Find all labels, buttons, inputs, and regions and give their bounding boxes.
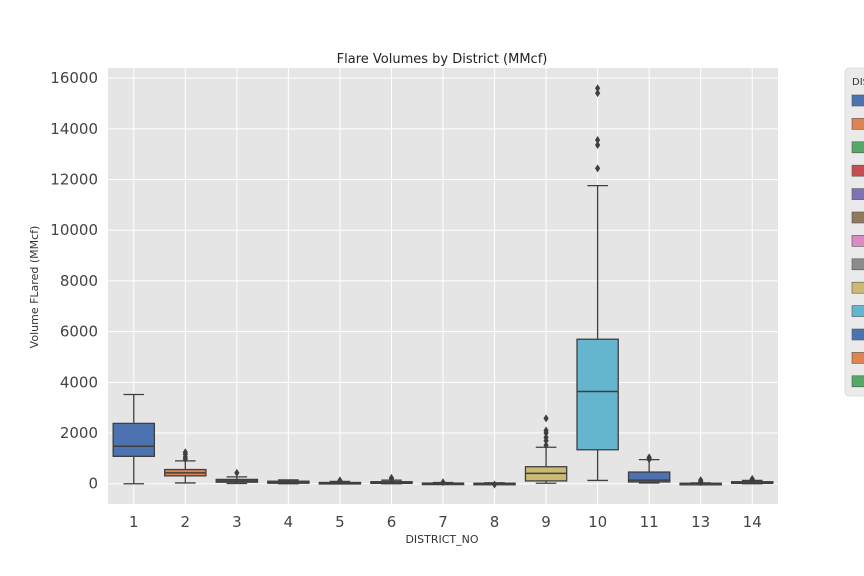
outlier-point <box>543 414 549 423</box>
box-district-11 <box>627 453 671 484</box>
y-tick-label: 12000 <box>50 171 98 189</box>
legend-swatch <box>851 141 864 154</box>
legend-box <box>844 67 864 397</box>
x-tick-label: 8 <box>490 513 500 531</box>
outlier-point <box>595 84 601 93</box>
y-tick-label: 4000 <box>60 373 98 391</box>
legend-swatch <box>851 235 864 247</box>
outlier-point <box>749 474 755 483</box>
y-tick-label: 6000 <box>60 323 98 341</box>
outlier-point <box>595 135 601 144</box>
outlier-point <box>595 164 601 173</box>
outlier-point <box>543 441 549 450</box>
y-tick-label: 10000 <box>50 221 98 239</box>
outlier-point <box>234 468 240 477</box>
outlier-point <box>595 141 601 150</box>
outlier-point <box>182 448 188 457</box>
legend-swatch <box>851 188 864 200</box>
outlier-point <box>388 473 395 482</box>
outlier-point <box>543 433 549 442</box>
y-axis-label: Volume FLared (MMcf) <box>28 226 41 349</box>
outlier-point <box>337 476 343 485</box>
box-body <box>576 338 619 451</box>
legend: DIS <box>844 67 864 397</box>
x-tick-label: 2 <box>181 513 191 531</box>
x-tick-label: 4 <box>284 513 294 531</box>
box-body <box>627 471 671 483</box>
box-district-4 <box>267 479 310 485</box>
box-district-14 <box>730 474 774 485</box>
outlier-point <box>543 426 549 435</box>
x-tick-label: 10 <box>588 513 607 531</box>
legend-swatch <box>851 375 864 388</box>
legend-swatch <box>851 281 864 294</box>
x-tick-label: 9 <box>541 513 551 531</box>
box-body <box>112 422 156 457</box>
x-tick-label: 1 <box>129 513 139 531</box>
box-district-10 <box>576 84 619 482</box>
box-district-2 <box>164 448 207 484</box>
outlier-point <box>646 453 652 462</box>
x-tick-label: 13 <box>691 513 710 531</box>
box-district-6 <box>370 473 413 485</box>
x-tick-label: 14 <box>743 513 762 531</box>
y-tick-label: 16000 <box>50 69 98 87</box>
legend-title: DIS <box>852 77 864 88</box>
legend-swatch <box>851 94 864 107</box>
tick-labels: 0 2000 4000 6000 8000 10000 12000 14000 16000 1 2 3… <box>50 69 761 531</box>
outlier-point <box>440 478 446 487</box>
y-tick-label: 8000 <box>60 272 98 290</box>
legend-swatch <box>851 305 864 317</box>
y-tick-label: 14000 <box>50 120 98 138</box>
box-district-3 <box>215 468 259 485</box>
box-district-13 <box>679 476 722 487</box>
outlier-point <box>595 89 601 98</box>
box-district-7 <box>421 478 465 487</box>
x-tick-label: 11 <box>640 513 659 531</box>
legend-swatch <box>851 164 864 177</box>
legend-swatch <box>851 328 864 341</box>
outlier-point <box>491 480 498 489</box>
x-tick-label: 5 <box>335 513 345 531</box>
box-district-9 <box>524 414 568 484</box>
legend-swatch <box>851 258 864 271</box>
x-axis-label: DISTRICT_NO <box>405 533 478 546</box>
y-tick-label: 0 <box>88 475 98 493</box>
box-district-1 <box>112 393 156 485</box>
x-tick-label: 7 <box>438 513 448 531</box>
outlier-point <box>698 476 704 485</box>
legend-swatch <box>851 211 864 224</box>
chart-title: Flare Volumes by District (MMcf) <box>337 52 548 67</box>
x-tick-label: 3 <box>232 513 242 531</box>
x-tick-label: 6 <box>387 513 397 531</box>
legend-swatch <box>851 352 864 364</box>
box-district-8 <box>473 480 516 489</box>
legend-swatch <box>851 118 864 130</box>
y-tick-label: 2000 <box>60 424 98 442</box>
legend-items <box>851 94 864 388</box>
grid <box>108 68 778 504</box>
boxes <box>112 84 774 489</box>
box-district-5 <box>318 476 362 485</box>
